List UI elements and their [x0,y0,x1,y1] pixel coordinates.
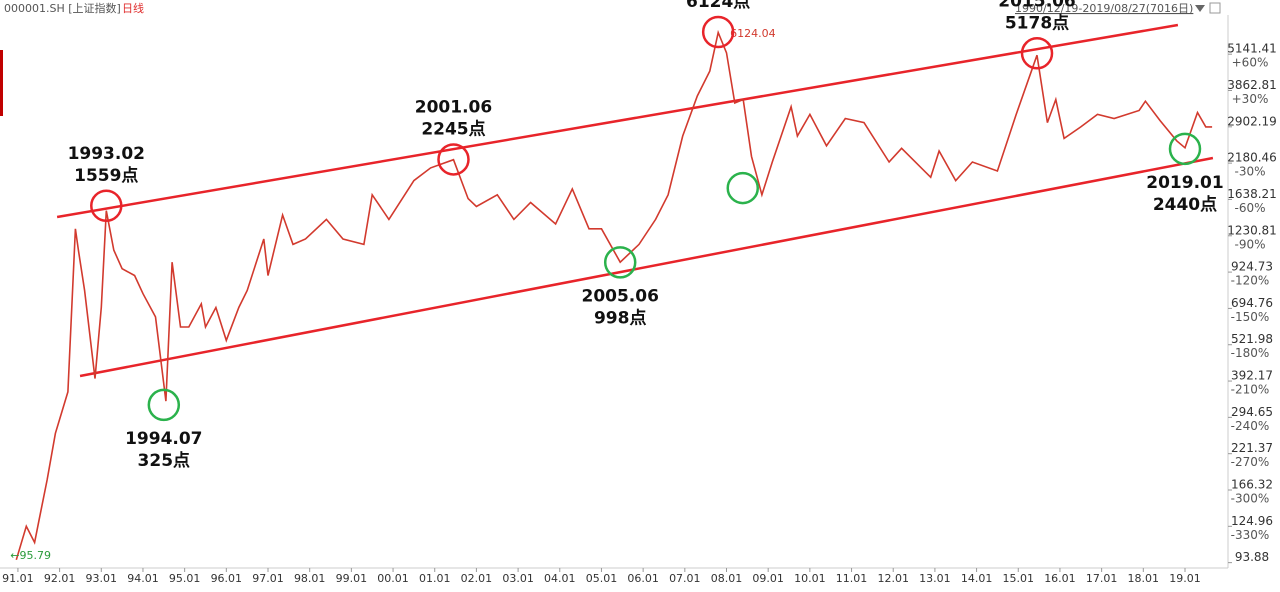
x-tick-label: 17.01 [1086,572,1118,585]
y-tick-label: 166.32 [1231,478,1273,492]
y-tick-label: 2902.19 [1227,114,1277,128]
x-tick-label: 97.01 [252,572,284,585]
y-tick-percent: -300% [1231,492,1270,506]
header-period: 日线 [122,1,144,15]
x-tick-label: 04.01 [544,572,576,585]
annotation-value: 2440点 [1153,194,1217,215]
channel-line [56,23,1179,219]
x-tick-label: 05.01 [586,572,618,585]
y-tick-label: 294.65 [1231,405,1273,419]
y-tick-percent: -210% [1231,383,1270,397]
annotation-circle [147,388,181,422]
x-tick-label: 09.01 [752,572,784,585]
x-tick-label: 95.01 [169,572,201,585]
y-tick-percent: +60% [1232,56,1269,70]
y-tick-label: 521.98 [1231,332,1273,346]
annotation-circle [603,246,637,279]
x-tick-label: 12.01 [877,572,909,585]
y-tick-percent: -30% [1234,165,1265,179]
y-tick-label: 924.73 [1231,260,1273,274]
annotation-circle [90,189,123,223]
x-tick-label: 93.01 [86,572,118,585]
y-tick-label: 124.96 [1231,514,1273,528]
x-tick-label: 19.01 [1169,572,1201,585]
x-tick-label: 91.01 [2,572,34,585]
x-tick-label: 13.01 [919,572,951,585]
y-tick-label: 1230.81 [1227,223,1277,237]
annotation-value: 998点 [594,307,647,328]
x-tick-label: 00.01 [377,572,409,585]
x-tick-label: 10.01 [794,572,826,585]
annotation-circle [701,15,735,49]
y-tick-percent: -240% [1231,419,1270,433]
y-tick-label: 694.76 [1231,296,1273,310]
x-tick-label: 16.01 [1044,572,1076,585]
x-tick-label: 06.01 [627,572,659,585]
x-tick-label: 92.01 [44,572,76,585]
annotation-date: 2001.06 [415,97,492,117]
y-tick-label: 221.37 [1231,441,1273,455]
header-code: 000001.SH [上证指数] [4,1,121,15]
y-tick-percent: -330% [1231,528,1270,542]
x-tick-label: 94.01 [127,572,159,585]
x-tick-label: 03.01 [502,572,534,585]
annotation-value: 325点 [138,450,191,471]
x-tick-label: 96.01 [211,572,243,585]
y-tick-label: 5141.41 [1227,42,1277,56]
annotation-date: 1994.07 [125,429,202,449]
x-tick-label: 01.01 [419,572,451,585]
channel-line [79,156,1214,378]
y-tick-percent: -180% [1231,346,1270,360]
x-tick-label: 15.01 [1003,572,1035,585]
y-tick-label: 1638.21 [1227,187,1277,201]
x-tick-label: 08.01 [711,572,743,585]
y-tick-label: 3862.81 [1227,78,1277,92]
annotation-value: 6124点 [686,0,750,12]
y-tick-label: 392.17 [1231,369,1273,383]
annotation-date: 2005.06 [581,286,658,306]
price-line [15,29,1213,561]
annotation-date: 2019.01 [1146,173,1223,193]
settings-icon[interactable] [1209,2,1221,14]
dropdown-icon[interactable] [1195,5,1205,12]
y-tick-percent: -120% [1231,274,1270,288]
header-range[interactable]: 1990/12/19-2019/08/27(7016日) [1015,2,1193,15]
side-marker [0,50,3,116]
low-label: ←95.79 [10,549,51,562]
y-tick-label: 2180.46 [1227,151,1277,165]
annotation-value: 1559点 [74,165,138,186]
annotation-value: 2245点 [421,118,485,139]
y-tick-percent: +30% [1232,92,1269,106]
x-tick-label: 11.01 [836,572,868,585]
y-tick-percent: -60% [1234,201,1265,215]
x-tick-label: 18.01 [1128,572,1160,585]
annotation-value: 5178点 [1005,12,1069,33]
x-tick-label: 02.01 [461,572,493,585]
annotation-date: 1993.02 [68,144,145,164]
y-tick-label: 93.88 [1235,550,1269,564]
x-tick-label: 98.01 [294,572,326,585]
x-tick-label: 07.01 [669,572,701,585]
y-tick-percent: -150% [1231,310,1270,324]
x-tick-label: 14.01 [961,572,993,585]
annotation-circle [1020,37,1054,70]
high-label: 6124.04 [730,27,776,40]
x-tick-label: 99.01 [336,572,368,585]
y-tick-percent: -90% [1234,237,1265,251]
y-tick-percent: -270% [1231,455,1270,469]
annotation-circle [1168,132,1202,166]
annotation-date: 2015.06 [998,0,1075,11]
annotation-circle [726,171,760,205]
annotation-circle [437,143,470,176]
